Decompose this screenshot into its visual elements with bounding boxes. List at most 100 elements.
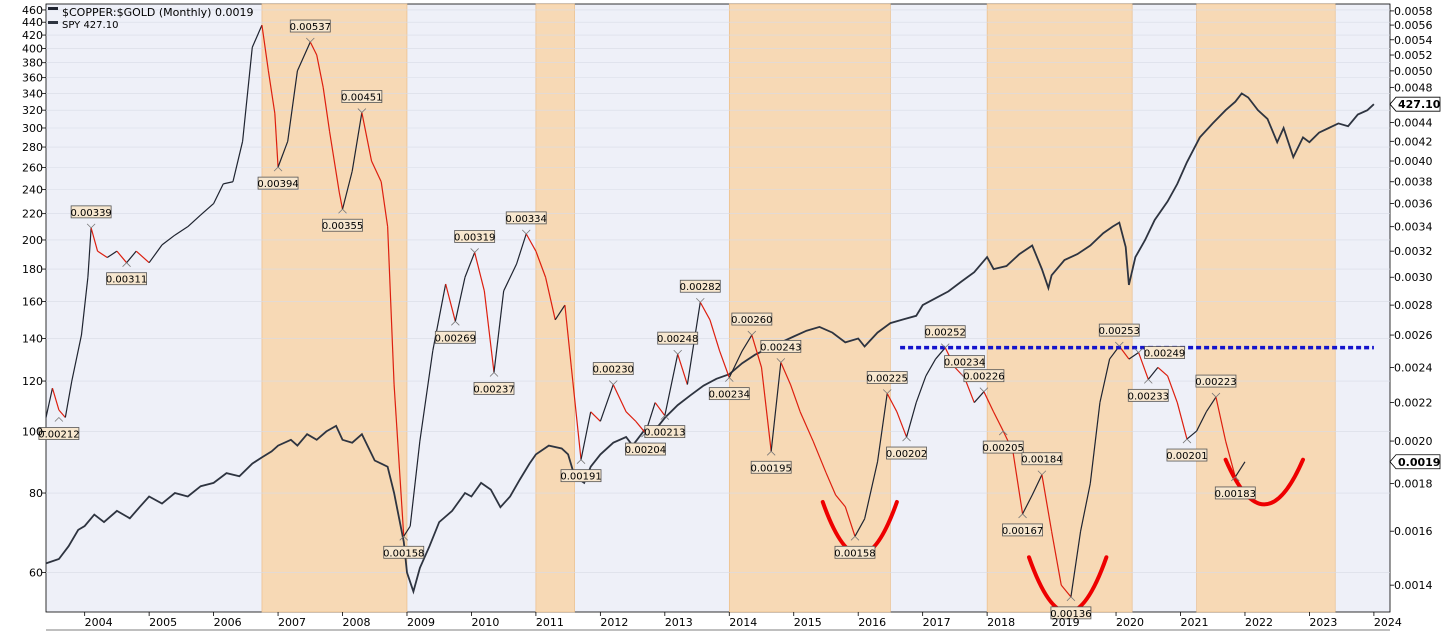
ratio-segment xyxy=(896,411,908,438)
right-tick-label: 0.0034 xyxy=(1394,221,1433,234)
ratio-segment xyxy=(174,226,189,236)
ratio-segment xyxy=(1050,531,1062,586)
ratio-segment xyxy=(1186,430,1198,440)
annotation-label: 0.00205 xyxy=(983,443,1024,454)
right-tick-label: 0.0018 xyxy=(1394,478,1433,491)
ratio-segment xyxy=(1147,367,1159,380)
x-tick-label: 2006 xyxy=(214,616,242,629)
ratio-end-label: 0.0019 xyxy=(1398,456,1440,469)
ratio-segment xyxy=(993,411,1004,432)
left-tick-label: 200 xyxy=(22,234,43,247)
right-tick-label: 0.0026 xyxy=(1394,329,1433,342)
ratio-segment xyxy=(983,391,995,413)
ratio-segment xyxy=(770,362,782,452)
ratio-segment xyxy=(1041,474,1053,532)
annotation-label: 0.00223 xyxy=(1195,377,1236,388)
ratio-segment xyxy=(329,131,340,193)
ratio-segment xyxy=(90,227,99,252)
legend-ratio: $COPPER:$GOLD (Monthly) 0.0019 xyxy=(62,6,253,19)
x-tick-label: 2007 xyxy=(278,616,306,629)
x-tick-label: 2009 xyxy=(407,616,435,629)
spy-end-label: 427.10 xyxy=(1398,98,1441,111)
annotation-marker xyxy=(979,387,989,393)
ratio-segment xyxy=(1225,440,1236,478)
annotation-label: 0.00136 xyxy=(1050,609,1091,620)
ratio-segment xyxy=(309,41,318,56)
ratio-segment xyxy=(751,334,763,368)
shaded-period-2 xyxy=(728,3,891,613)
left-tick-label: 220 xyxy=(22,208,43,221)
left-tick-label: 260 xyxy=(22,162,43,175)
ratio-segment xyxy=(274,113,279,168)
annotation-label: 0.00158 xyxy=(383,548,424,559)
annotation-marker xyxy=(338,208,347,214)
x-tick-label: 2019 xyxy=(1052,616,1080,629)
x-tick-label: 2017 xyxy=(923,616,951,629)
ratio-segment xyxy=(361,112,373,162)
shaded-periods xyxy=(261,3,1336,613)
annotation-box xyxy=(1195,374,1237,388)
annotation-label: 0.00451 xyxy=(341,93,382,104)
annotation-marker xyxy=(451,320,460,326)
left-tick-label: 380 xyxy=(22,57,43,70)
ratio-segment xyxy=(58,409,66,418)
left-tick-label: 180 xyxy=(22,263,43,276)
left-tick-label: 400 xyxy=(22,43,43,56)
ratio-segment xyxy=(403,525,411,537)
annotation-box xyxy=(982,440,1024,454)
ratio-segment xyxy=(387,226,395,385)
ratio-segment xyxy=(599,384,614,422)
x-tick-label: 2023 xyxy=(1309,616,1337,629)
annotation-marker xyxy=(998,430,1008,436)
annotation-box xyxy=(106,272,147,286)
annotation-label: 0.00311 xyxy=(106,275,147,286)
ratio-segment xyxy=(71,334,83,382)
ratio-segment xyxy=(1099,358,1111,403)
left-tick-label: 80 xyxy=(29,487,43,500)
right-tick-label: 0.0054 xyxy=(1394,34,1433,47)
annotation-box xyxy=(944,355,985,369)
annotation-label: 0.00339 xyxy=(70,208,111,219)
ratio-segment xyxy=(1196,411,1207,432)
annotation-label: 0.00184 xyxy=(1021,455,1062,466)
annotation-marker xyxy=(122,262,131,267)
x-tick-label: 2015 xyxy=(794,616,822,629)
annotation-marker xyxy=(724,377,734,382)
annotation-marker xyxy=(747,330,757,336)
annotation-box xyxy=(657,331,699,345)
annotation-label: 0.00260 xyxy=(731,315,772,326)
annotation-box xyxy=(257,176,299,190)
spy-line xyxy=(45,92,1375,595)
annotation-marker xyxy=(940,343,950,349)
ratio-segment xyxy=(664,354,679,416)
annotation-marker xyxy=(306,37,315,43)
annotation-marker xyxy=(776,358,786,363)
annotation-marker xyxy=(521,229,531,235)
annotation-marker xyxy=(1182,438,1192,444)
ratio-segment xyxy=(709,319,721,352)
annotation-box xyxy=(625,442,666,456)
annotation-box xyxy=(38,427,80,440)
annotation-marker xyxy=(1018,513,1027,519)
left-tick-label: 60 xyxy=(29,566,43,579)
ratio-segment xyxy=(635,420,646,434)
x-tick-label: 2008 xyxy=(343,616,371,629)
ratio-segment xyxy=(445,283,456,322)
annotation-label: 0.00234 xyxy=(709,390,750,401)
ratio-segment xyxy=(554,304,566,321)
ratio-segment xyxy=(1157,366,1169,377)
left-tick-label: 300 xyxy=(22,122,43,135)
annotations: 0.00212 0.00339 0.00311 0.00394 0.00537 0.004… xyxy=(38,19,1256,620)
ratio-segment xyxy=(277,141,289,168)
annotation-box xyxy=(1002,523,1043,537)
ratio-segment xyxy=(97,250,108,259)
ratio-segment xyxy=(1012,451,1024,515)
spy-series xyxy=(45,92,1375,595)
ratio-segment xyxy=(789,384,801,413)
annotation-label: 0.00202 xyxy=(886,449,927,460)
left-tick-label: 120 xyxy=(22,375,43,388)
ratio-segment xyxy=(699,301,711,321)
ratio-segment xyxy=(187,214,202,228)
ratio-segment xyxy=(741,334,753,352)
annotation-marker xyxy=(766,450,776,456)
